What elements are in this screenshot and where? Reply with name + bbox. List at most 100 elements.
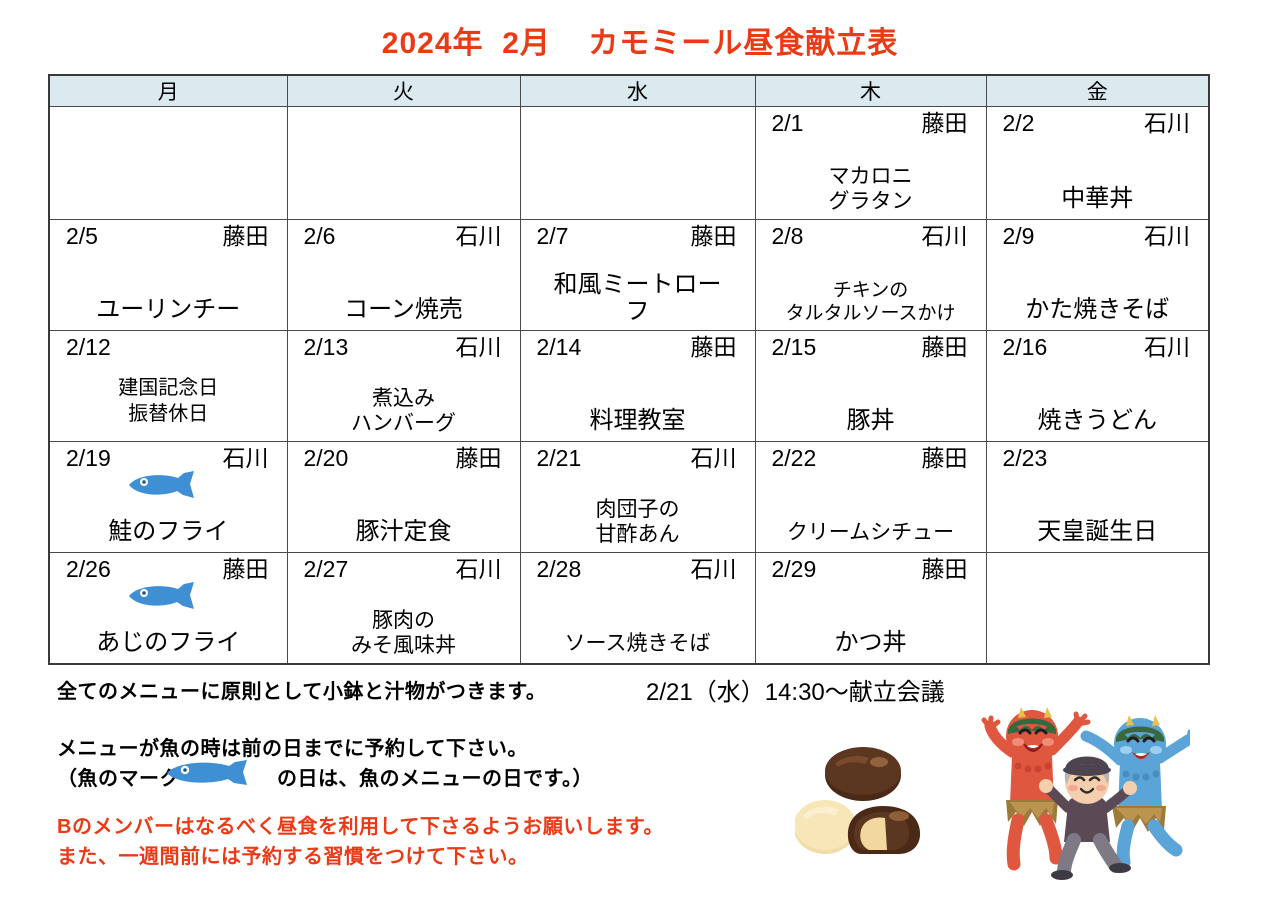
cell-date: 2/23 (1002, 445, 1048, 471)
cell-menu-text: あじのフライ (96, 629, 241, 657)
cell-header: 2/12 (50, 331, 287, 359)
weekday-header-thu: 木 (754, 74, 987, 107)
cell-menu-text: かた焼きそば (1025, 296, 1170, 324)
cell-header: 2/22 藤田 (756, 442, 986, 470)
cell-date: 2/22 (771, 445, 817, 471)
cell-cook-name: 石川 (455, 223, 502, 249)
calendar-cell-empty (519, 106, 756, 220)
calendar-cell-menu: 2/19 石川鮭のフライ (48, 441, 288, 553)
cell-cook-name: 藤田 (690, 334, 737, 360)
cell-header: 2/27 石川 (288, 553, 520, 581)
cell-header: 2/14 藤田 (521, 331, 755, 359)
note-menu-meeting: 2/21（水）14:30〜献立会議 (646, 679, 945, 706)
calendar-cell-menu: 2/15 藤田 豚丼 (754, 330, 987, 442)
title-bar: 2024年 2月 カモミール昼食献立表 (0, 0, 1280, 60)
cell-header: 2/15 藤田 (756, 331, 986, 359)
calendar-cell-menu: 2/16 石川焼きうどん (985, 330, 1210, 442)
cell-menu-text: 豚汁定食 (355, 518, 452, 546)
calendar-cell-menu: 2/21 石川肉団子の 甘酢あん (519, 441, 756, 553)
weekday-header-mon: 月 (48, 74, 288, 107)
calendar-cell-menu: 2/22 藤田 クリームシチュー (754, 441, 987, 553)
cell-header: 2/19 石川 (50, 442, 287, 470)
calendar-cell-menu: 2/27 石川豚肉の みそ風味丼 (286, 552, 521, 665)
calendar-cell-empty (286, 106, 521, 220)
cell-header: 2/2 石川 (987, 107, 1209, 135)
calendar-cell-menu: 2/26 藤田あじのフライ (48, 552, 288, 665)
calendar-week-row: 2/19 石川 鮭のフライ 2/20 藤田 豚汁定食 2/21 石川 肉団子の 甘酢あん 2/22… (48, 441, 1210, 553)
cell-header: 2/5 藤田 (50, 220, 287, 248)
cell-menu-text: 鮭のフライ (108, 518, 229, 546)
cell-cook-name: 藤田 (921, 445, 968, 471)
cell-date: 2/7 (536, 223, 569, 249)
setsubun-oni-demons-illustration (960, 700, 1200, 880)
cell-menu-text: 焼きうどん (1037, 407, 1158, 435)
cell-date: 2/26 (66, 556, 111, 582)
note-side-dishes: 全てのメニューに原則として小鉢と汁物がつきます。 (57, 681, 547, 703)
cell-header: 2/23 (987, 442, 1209, 470)
calendar-week-row: 2/26 藤田あじのフライ 2/27 石川豚肉の みそ風味丼 2/28 石川ソース焼きそば… (48, 552, 1210, 665)
cell-date: 2/19 (66, 445, 111, 471)
cell-header: 2/26 藤田 (50, 553, 287, 581)
calendar-container: 月 火 水 木 金 2/1 藤田 マカロニ グラタン 2/2 石川 中華丼 2/5 藤田 ユーリ… (48, 74, 1210, 665)
cell-menu-text: 豚丼 (846, 407, 895, 435)
cell-menu-text: 建国記念日 振替休日 (118, 377, 219, 425)
cell-cook-name: 石川 (1144, 334, 1190, 360)
calendar-cell-menu: 2/14 藤田 料理教室 (519, 330, 756, 442)
cell-menu-text: 中華丼 (1061, 185, 1134, 213)
cell-menu-text: 天皇誕生日 (1037, 518, 1158, 546)
cell-cook-name: 石川 (1144, 110, 1190, 136)
calendar-cell-empty (985, 552, 1210, 665)
calendar-cell-menu: 2/20 藤田 豚汁定食 (286, 441, 521, 553)
calendar-cell-menu: 2/6 石川コーン焼売 (286, 219, 521, 331)
cell-menu-text: コーン焼売 (344, 296, 463, 324)
note-fish-mark-suffix: の日は、魚のメニューの日です。） (277, 768, 593, 790)
note-advance-reservation: また、一週間前には予約する習慣をつけて下さい。 (57, 846, 529, 868)
cell-date: 2/20 (303, 445, 349, 471)
page-title: 2024年 2月 カモミール昼食献立表 (381, 27, 899, 60)
cell-header: 2/29 藤田 (756, 553, 986, 581)
blue-fish-icon (126, 470, 210, 500)
cell-cook-name: 石川 (222, 445, 269, 471)
cell-date: 2/6 (303, 223, 336, 249)
cell-date: 2/15 (771, 334, 817, 360)
note-fish-mark-prefix: （魚のマーク (57, 768, 180, 790)
calendar-week-row: 2/12 建国記念日 振替休日 2/13 石川 煮込み ハンバーグ 2/14 藤田 料理教室 2… (48, 330, 1210, 442)
cell-date: 2/2 (1002, 110, 1035, 136)
menu-calendar-table: 月 火 水 木 金 2/1 藤田 マカロニ グラタン 2/2 石川 中華丼 2/5 藤田 ユーリ… (48, 74, 1210, 665)
cell-menu-text: 料理教室 (589, 407, 686, 435)
calendar-cell-menu: 2/9 石川かた焼きそば (985, 219, 1210, 331)
cell-cook-name: 藤田 (921, 556, 968, 582)
cell-header: 2/8 石川 (756, 220, 986, 248)
cell-date: 2/29 (771, 556, 817, 582)
cell-header: 2/9 石川 (987, 220, 1209, 248)
cell-header: 2/21 石川 (521, 442, 755, 470)
cell-cook-name: 藤田 (222, 223, 269, 249)
cell-menu-text: ソース焼きそば (564, 632, 711, 656)
cell-date: 2/16 (1002, 334, 1048, 360)
weekday-header-wed: 水 (519, 74, 756, 107)
cell-date: 2/9 (1002, 223, 1035, 249)
calendar-body: 2/1 藤田 マカロニ グラタン 2/2 石川 中華丼 2/5 藤田 ユーリンチー 2/6 石川 コー… (48, 106, 1210, 665)
cell-date: 2/27 (303, 556, 349, 582)
calendar-header-row: 月 火 水 木 金 (48, 74, 1210, 107)
calendar-cell-menu: 2/7 藤田和風ミートロー フ (519, 219, 756, 331)
cell-menu-text: 和風ミートロー フ (553, 270, 722, 326)
cell-date: 2/12 (66, 334, 111, 360)
cell-date: 2/5 (66, 223, 98, 249)
calendar-cell-holiday: 2/12 建国記念日 振替休日 (48, 330, 288, 442)
cell-menu-text: 肉団子の 甘酢あん (595, 498, 680, 547)
calendar-cell-menu: 2/2 石川中華丼 (985, 106, 1210, 220)
weekday-header-fri: 金 (985, 74, 1210, 107)
note-fish-reservation: メニューが魚の時は前の日までに予約して下さい。 (57, 738, 528, 760)
cell-menu-text: ユーリンチー (96, 296, 241, 324)
cell-cook-name: 石川 (455, 556, 502, 582)
cell-header: 2/28 石川 (521, 553, 755, 581)
cell-header: 2/7 藤田 (521, 220, 755, 248)
cell-cook-name: 藤田 (222, 556, 269, 582)
cell-date: 2/21 (536, 445, 582, 471)
calendar-cell-menu: 2/8 石川 チキンの タルタルソースかけ (754, 219, 987, 331)
cell-cook-name: 石川 (921, 223, 968, 249)
cell-menu-text: 豚肉の みそ風味丼 (351, 609, 456, 658)
calendar-cell-menu: 2/29 藤田 かつ丼 (754, 552, 987, 665)
cell-cook-name: 石川 (455, 334, 502, 360)
